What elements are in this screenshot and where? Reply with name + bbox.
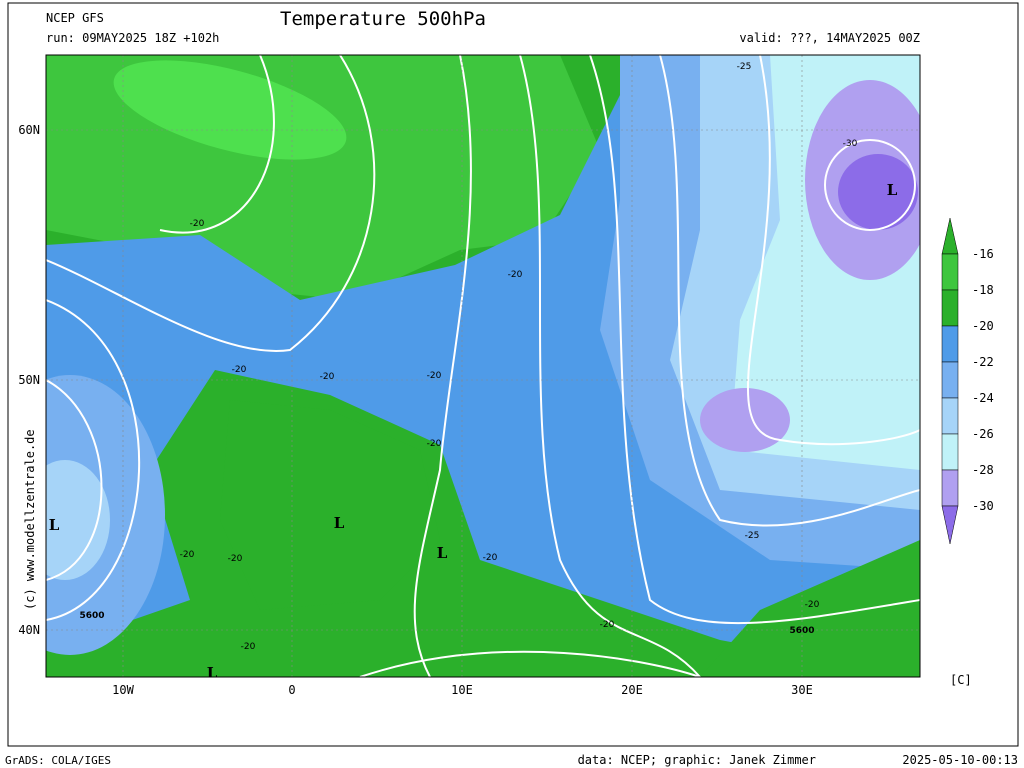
legend-level: -18 [972,283,994,297]
lon-label: 30E [791,683,813,697]
lon-label: 10W [112,683,134,697]
legend-level: -22 [972,355,994,369]
low-marker: L [49,516,60,534]
contour-label: -20 [190,219,205,229]
model-label: NCEP GFS [46,11,104,25]
low-marker: L [207,664,218,682]
lon-label: 10E [451,683,473,697]
legend-level: -26 [972,427,994,441]
watermark: (c) www.modellzentrale.de [23,429,37,610]
lat-label: 50N [18,373,40,387]
contour-label: -20 [508,270,523,280]
map-title: Temperature 500hPa [280,8,486,30]
data-credit: data: NCEP; graphic: Janek Zimmer [578,753,816,767]
contour-label: -20 [805,600,820,610]
legend-level: -24 [972,391,994,405]
colorbar: -16 -18 -20 -22 -24 -26 -28 -30 [C] [941,217,994,687]
valid-label: valid: ???, 14MAY2025 00Z [739,31,920,45]
low-marker: L [437,544,448,562]
contour-label: -20 [320,372,335,382]
contour-label: -20 [427,439,442,449]
legend-level: -28 [972,463,994,477]
contour-label: -20 [228,554,243,564]
height-label: 5600 [79,611,104,621]
run-label: run: 09MAY2025 18Z +102h [46,31,219,45]
plot-border [45,54,921,678]
legend-level: -30 [972,499,994,513]
lon-label: 20E [621,683,643,697]
frame [7,2,1019,747]
lat-label: 60N [18,123,40,137]
lat-label: 40N [18,623,40,637]
contour-label: -20 [241,642,256,652]
contour-label: -20 [483,553,498,563]
timestamp: 2025-05-10-00:13 [902,753,1018,767]
contour-label: -25 [737,62,752,72]
legend-level: -16 [972,247,994,261]
map-area: -25 -30 L -20 -20 -20 -20 -20 -20 L L L … [46,55,920,682]
contour-label: -20 [180,550,195,560]
contour-label: -20 [232,365,247,375]
software-credit: GrADS: COLA/IGES [5,754,111,767]
legend-unit: [C] [950,673,972,687]
lon-label: 0 [288,683,295,697]
contour-label: -20 [600,620,615,630]
contour-label: -25 [745,531,760,541]
height-label: 5600 [789,626,814,636]
contour-label: -30 [843,139,858,149]
contour-label: -20 [427,371,442,381]
low-marker: L [887,181,898,199]
low-marker: L [334,514,345,532]
legend-level: -20 [972,319,994,333]
